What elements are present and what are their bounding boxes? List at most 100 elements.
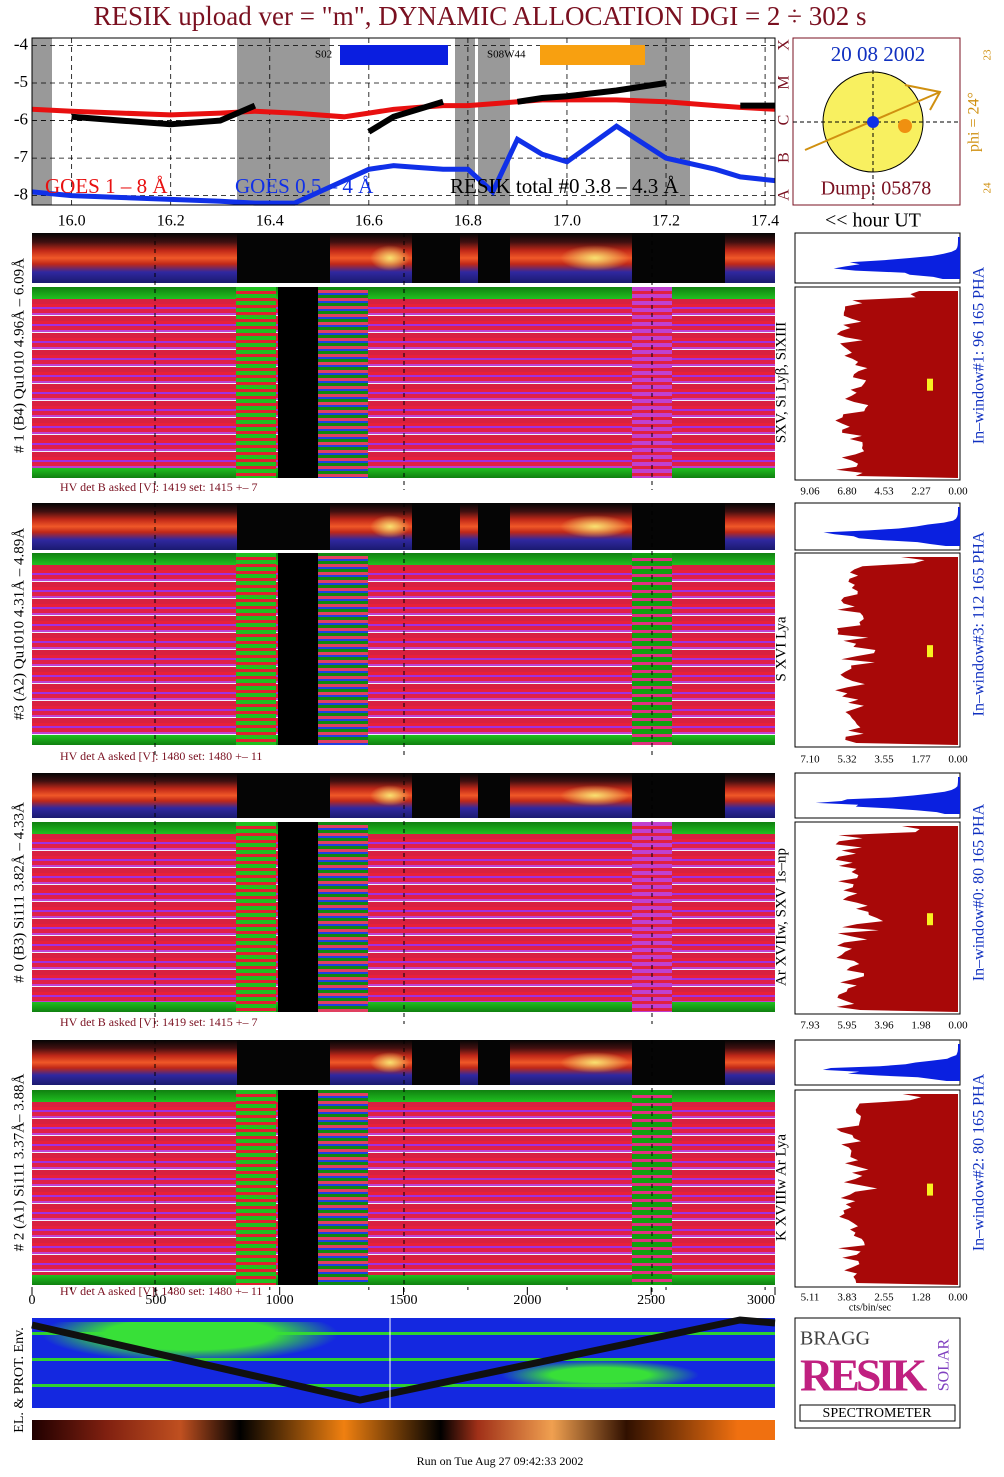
pha-tick-label: 0.00 bbox=[948, 1020, 968, 1032]
region-label: S08W44 bbox=[487, 49, 526, 61]
strip-gap bbox=[412, 503, 460, 550]
x-axis-label: << hour UT bbox=[825, 210, 921, 232]
legend-entry: GOES 1 – 8 Å bbox=[45, 174, 168, 198]
pha-tick-label: 2.55 bbox=[874, 1292, 894, 1304]
x-tick-label: 16.2 bbox=[157, 213, 185, 230]
env-strip bbox=[32, 1420, 775, 1440]
pha-tick-label: 1.98 bbox=[911, 1020, 931, 1032]
detector-label: # 0 (B3) Si111 3.82Å – 4.33Å bbox=[11, 802, 27, 983]
pha-histogram bbox=[836, 1094, 958, 1285]
pha-tick-label: 3.83 bbox=[837, 1292, 857, 1304]
pha-tick-label: 1.77 bbox=[911, 754, 931, 766]
strip-gap bbox=[632, 503, 725, 550]
spectrogram-column bbox=[236, 822, 276, 1012]
strip-gap bbox=[237, 233, 330, 283]
spectrogram-column bbox=[318, 822, 368, 1012]
pha-histogram bbox=[815, 777, 960, 814]
lat-label: 23 bbox=[982, 49, 994, 61]
legend-entry: RESIK total #0 3.8 – 4.3 Å bbox=[450, 174, 679, 198]
spectrogram-column bbox=[318, 1090, 368, 1285]
pha-histogram bbox=[823, 507, 960, 546]
hv-label: HV det A asked [V]: 1480 set: 1480 +– 11 bbox=[60, 749, 262, 763]
legend-entry: GOES 0.5 – 4 Å bbox=[235, 174, 374, 198]
page-title: RESIK upload ver = "m", DYNAMIC ALLOCATI… bbox=[93, 1, 866, 31]
spectrogram-column bbox=[236, 287, 276, 478]
strip-flare bbox=[370, 515, 410, 538]
pha-tick-label: 9.06 bbox=[800, 486, 820, 498]
spectrogram-gap bbox=[278, 287, 318, 478]
spectrogram-column bbox=[236, 1090, 276, 1285]
strip-gap bbox=[632, 1040, 725, 1085]
hv-label: HV det B asked [V]: 1419 set: 1415 +– 7 bbox=[60, 1015, 258, 1029]
pha-marker bbox=[927, 378, 933, 391]
window-label: In–window#3: 112 165 PHA bbox=[971, 531, 988, 716]
pha-tick-label: 2.27 bbox=[911, 486, 931, 498]
detector-label: # 1 (B4) Qu1010 4.96Å – 6.09Å bbox=[11, 258, 27, 453]
spectrogram-gap bbox=[278, 822, 318, 1012]
pha-tick-label: 3.55 bbox=[874, 754, 894, 766]
pha-tick-label: 0.00 bbox=[948, 1292, 968, 1304]
strip-flare bbox=[560, 515, 630, 538]
detector-label: # 2 (A1) Si111 3.37Å– 3.88Å bbox=[11, 1074, 27, 1252]
data-gap-band bbox=[237, 38, 330, 205]
strip-gap bbox=[412, 233, 460, 283]
spectrogram-column bbox=[236, 553, 276, 745]
window-label: In–window#2: 80 165 PHA bbox=[971, 1073, 988, 1251]
data-gap-band bbox=[478, 38, 510, 205]
bin-tick-label: 2500 bbox=[637, 1293, 665, 1308]
spectrogram-column bbox=[318, 287, 368, 478]
hv-label: HV det A asked [V]: 1480 set: 1480 +– 11 bbox=[60, 1284, 262, 1298]
pha-marker bbox=[927, 645, 933, 658]
pha-unit: cts/bin/sec bbox=[849, 1302, 892, 1313]
spectrogram-gap bbox=[278, 1090, 318, 1285]
region-dot bbox=[867, 116, 879, 128]
lat-label: 24 bbox=[982, 182, 994, 194]
window-label: In–window#1: 96 165 PHA bbox=[971, 266, 988, 444]
env-land bbox=[40, 1322, 340, 1362]
pha-histogram bbox=[835, 291, 958, 478]
x-tick-label: 16.4 bbox=[256, 213, 284, 230]
strip-gap bbox=[632, 233, 725, 283]
sun-date: 20 08 2002 bbox=[831, 42, 926, 66]
dump-label: Dump: 05878 bbox=[821, 178, 932, 200]
hv-label: HV det B asked [V]: 1419 set: 1415 +– 7 bbox=[60, 480, 258, 494]
pha-histogram bbox=[835, 557, 958, 745]
bin-tick-label: 3000 bbox=[747, 1293, 775, 1308]
logo-text: SOLAR bbox=[936, 1338, 953, 1391]
orbit-track bbox=[31, 1316, 776, 1404]
pha-tick-label: 5.32 bbox=[837, 754, 856, 766]
flux-class: A bbox=[776, 189, 793, 201]
region-bar bbox=[340, 45, 448, 65]
strip-flare bbox=[370, 1052, 410, 1073]
env-label: EL. & PROT. Env. bbox=[12, 1327, 27, 1432]
logo-band bbox=[799, 1404, 956, 1422]
line-label: S XVI Lya bbox=[773, 616, 789, 681]
region-label: S02 bbox=[315, 49, 332, 61]
pha-tick-label: 0.00 bbox=[948, 754, 968, 766]
data-gap-band bbox=[630, 38, 690, 205]
pha-tick-label: 5.95 bbox=[837, 1020, 857, 1032]
data-gap-band bbox=[32, 38, 52, 205]
region-bar bbox=[540, 45, 645, 65]
strip-flare bbox=[560, 1052, 630, 1073]
strip-gap bbox=[478, 1040, 510, 1085]
spectrogram-edge bbox=[32, 822, 775, 834]
spectrogram-gap bbox=[278, 553, 318, 745]
x-tick-label: 16.6 bbox=[355, 213, 383, 230]
logo-text: RESIK bbox=[800, 1350, 927, 1401]
pha-marker bbox=[927, 913, 933, 926]
strip-flare bbox=[370, 785, 410, 806]
strip-gap bbox=[412, 773, 460, 818]
pha-tick-label: 5.11 bbox=[801, 1292, 820, 1304]
pha-tick-label: 1.28 bbox=[911, 1292, 931, 1304]
pha-marker bbox=[927, 1183, 933, 1196]
y-tick-label: -8 bbox=[14, 185, 28, 204]
strip-gap bbox=[478, 773, 510, 818]
strip-gap bbox=[237, 1040, 330, 1085]
pha-tick-label: 3.96 bbox=[874, 1020, 894, 1032]
strip-gap bbox=[632, 773, 725, 818]
x-tick-label: 16.8 bbox=[454, 213, 482, 230]
flux-class: X bbox=[776, 39, 793, 51]
logo-text: BRAGG bbox=[800, 1328, 870, 1350]
